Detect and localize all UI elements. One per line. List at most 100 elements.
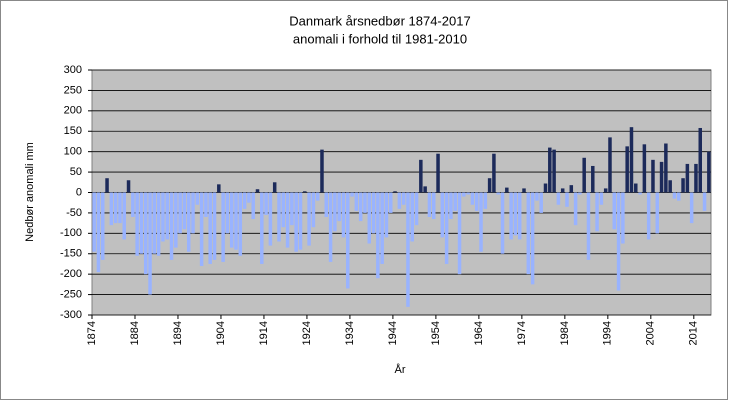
y-tick-label: -200 xyxy=(60,268,82,280)
bar xyxy=(229,192,234,248)
bar xyxy=(419,159,423,193)
bar xyxy=(376,192,380,279)
bar xyxy=(535,192,539,201)
y-axis-label: Nedbør anomali mm xyxy=(24,142,36,242)
bar xyxy=(397,192,402,209)
bar xyxy=(410,192,414,242)
bar xyxy=(268,192,273,246)
bar xyxy=(444,192,449,264)
bar xyxy=(513,192,518,236)
bar xyxy=(569,185,574,193)
bar xyxy=(341,192,346,238)
bar xyxy=(612,192,617,230)
bar xyxy=(496,192,500,195)
bar xyxy=(350,192,354,197)
bar xyxy=(199,192,204,266)
bar xyxy=(165,192,169,240)
bar xyxy=(677,192,681,201)
bar xyxy=(371,192,376,234)
x-tick-label: 1994 xyxy=(602,321,614,345)
y-tick-label: 300 xyxy=(64,64,82,76)
bar xyxy=(565,192,569,207)
bar xyxy=(247,192,251,203)
bar xyxy=(634,183,638,193)
bar xyxy=(436,153,440,193)
bar xyxy=(191,192,195,234)
bar xyxy=(285,192,290,248)
bar xyxy=(303,191,307,193)
bar xyxy=(333,192,337,232)
bar xyxy=(681,178,685,193)
bar xyxy=(689,192,694,224)
bar xyxy=(621,192,625,244)
bar xyxy=(449,192,453,220)
bar xyxy=(186,192,191,252)
bar xyxy=(367,192,372,244)
bar xyxy=(509,192,513,240)
bar xyxy=(608,137,612,193)
bar xyxy=(522,188,526,193)
bar xyxy=(298,192,303,250)
bar xyxy=(354,192,359,211)
bar xyxy=(143,192,148,275)
bar xyxy=(260,192,264,264)
x-tick-label: 2014 xyxy=(688,321,700,345)
bar xyxy=(595,192,599,232)
bar xyxy=(474,192,479,211)
bar xyxy=(530,192,535,285)
bar xyxy=(169,192,174,260)
bar xyxy=(264,192,268,215)
bar xyxy=(208,192,212,264)
bar xyxy=(290,192,294,226)
bar xyxy=(255,189,260,193)
bar xyxy=(225,192,230,234)
bar xyxy=(431,192,436,220)
bar xyxy=(586,192,591,260)
bar xyxy=(118,192,122,224)
bar xyxy=(560,188,565,193)
bar xyxy=(591,165,595,193)
y-tick-label: 250 xyxy=(64,84,82,96)
bar xyxy=(401,192,406,205)
bar xyxy=(238,192,243,256)
bar xyxy=(672,192,677,199)
x-tick-label: 1884 xyxy=(129,321,141,345)
bar xyxy=(251,192,255,220)
bar xyxy=(100,192,105,260)
bar xyxy=(161,192,165,242)
bar xyxy=(346,192,350,289)
bar xyxy=(556,192,561,205)
x-tick-label: 1974 xyxy=(516,321,528,345)
bar xyxy=(126,180,131,193)
bar xyxy=(698,127,703,193)
bar xyxy=(393,191,397,193)
y-tick-label: 150 xyxy=(64,125,82,137)
x-axis-label: År xyxy=(395,363,406,376)
bar xyxy=(406,192,410,307)
bar xyxy=(573,192,578,226)
bar xyxy=(178,192,182,234)
bar xyxy=(234,192,238,250)
bar xyxy=(616,192,621,291)
y-tick-label: -50 xyxy=(66,207,82,219)
bar xyxy=(629,127,634,193)
bar xyxy=(135,192,139,256)
bar xyxy=(582,157,586,193)
bar xyxy=(462,192,466,197)
bar xyxy=(427,192,432,217)
y-tick-label: -250 xyxy=(60,288,82,300)
bar xyxy=(642,144,647,193)
bar xyxy=(414,192,419,226)
x-tick-label: 1984 xyxy=(559,321,571,345)
x-tick-label: 1964 xyxy=(473,321,485,345)
bar xyxy=(389,192,393,213)
bar xyxy=(307,192,311,246)
bar xyxy=(423,186,427,193)
bar xyxy=(625,146,629,193)
bar xyxy=(156,192,161,256)
bar xyxy=(139,192,144,254)
bar xyxy=(281,192,286,228)
bar xyxy=(131,192,135,217)
bar xyxy=(109,192,114,226)
y-tick-label: 50 xyxy=(70,166,82,178)
